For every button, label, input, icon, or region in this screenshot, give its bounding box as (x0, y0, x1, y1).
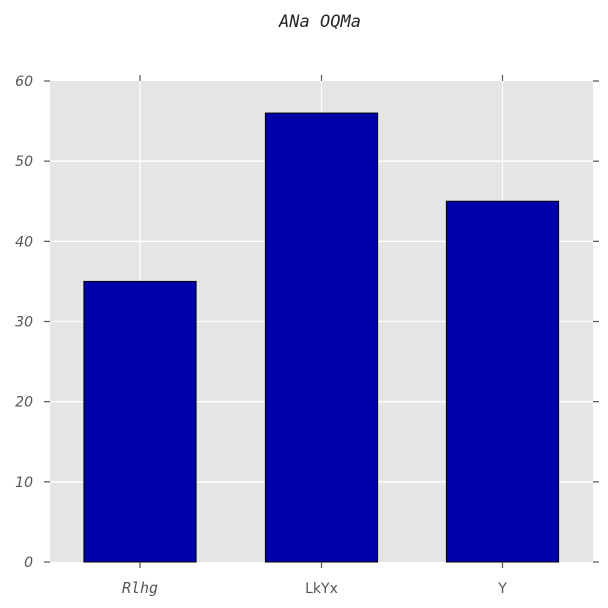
y-tick-label: 30 (15, 315, 33, 331)
bar-y (445, 200, 560, 563)
y-tick-label: 20 (15, 395, 33, 411)
y-tick-label: 60 (15, 74, 33, 90)
y-tick-label: 50 (15, 154, 33, 170)
bars (83, 112, 560, 563)
bar-rlhg (83, 280, 197, 563)
bar-lkyx (264, 112, 379, 563)
chart-title: ANa OQMa (278, 12, 361, 32)
x-tick-label-y: Y (497, 581, 507, 597)
x-tick-label-lkyx: LkYx (305, 581, 338, 597)
y-tick-label: 40 (15, 234, 33, 250)
axis-labels: 0 10 20 30 40 50 60 Rlhg LkYx Y (15, 74, 507, 597)
x-tick-label-rlhg: Rlhg (122, 579, 158, 597)
axis-ticks (44, 75, 599, 568)
y-tick-label: 10 (15, 475, 33, 491)
y-tick-label: 0 (24, 555, 33, 571)
